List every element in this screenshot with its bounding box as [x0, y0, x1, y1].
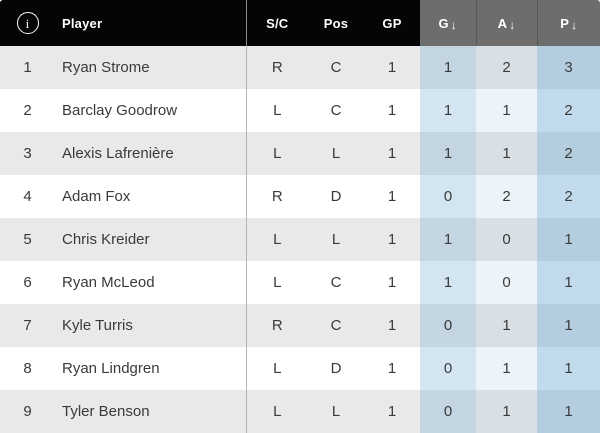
column-header-position[interactable]: Pos: [308, 0, 364, 46]
player-name-cell[interactable]: Kyle Turris: [62, 317, 133, 334]
column-header-points[interactable]: P ↓: [536, 0, 600, 46]
column-header-games-played[interactable]: GP: [364, 0, 420, 46]
assists-cell: 1: [476, 390, 537, 433]
position-cell: D: [330, 188, 342, 205]
points-cell: 1: [537, 218, 600, 261]
points-cell: 1: [537, 390, 600, 433]
column-header-rank: i: [0, 0, 55, 46]
shoots-catches-cell: R: [245, 304, 308, 347]
games-played-cell: 1: [387, 145, 397, 162]
table-row: 5 Chris Kreider L L 1 1 0 1: [0, 218, 600, 261]
goals-cell: 0: [420, 175, 476, 218]
points-cell: 2: [537, 132, 600, 175]
goals-cell: 0: [420, 390, 476, 433]
points-cell: 2: [537, 89, 600, 132]
position-cell: C: [330, 102, 342, 119]
player-name-cell[interactable]: Ryan Lindgren: [62, 360, 160, 377]
rank-cell: 2: [23, 102, 32, 119]
rank-cell: 9: [23, 403, 32, 420]
rank-cell: 6: [23, 274, 32, 291]
points-cell: 1: [537, 304, 600, 347]
player-name-cell[interactable]: Ryan Strome: [62, 59, 150, 76]
rank-cell: 1: [23, 59, 32, 76]
games-played-cell: 1: [387, 59, 397, 76]
points-cell: 2: [537, 175, 600, 218]
table-row: 6 Ryan McLeod L C 1 1 0 1: [0, 261, 600, 304]
games-played-cell: 1: [387, 274, 397, 291]
points-cell: 1: [537, 347, 600, 390]
shoots-catches-cell: R: [245, 46, 308, 89]
player-name-cell[interactable]: Chris Kreider: [62, 231, 150, 248]
shoots-catches-cell: L: [245, 390, 308, 433]
table-row: 1 Ryan Strome R C 1 1 2 3: [0, 46, 600, 89]
goals-cell: 1: [420, 218, 476, 261]
games-played-cell: 1: [387, 403, 397, 420]
header-row: i Player S/C Pos GP G ↓ A ↓ P ↓: [0, 0, 600, 46]
assists-cell: 1: [476, 89, 537, 132]
rank-cell: 5: [23, 231, 32, 248]
goals-cell: 0: [420, 347, 476, 390]
assists-cell: 2: [476, 46, 537, 89]
shoots-catches-cell: L: [245, 261, 308, 304]
rank-cell: 8: [23, 360, 32, 377]
position-cell: L: [331, 145, 341, 162]
points-cell: 3: [537, 46, 600, 89]
shoots-catches-cell: R: [245, 175, 308, 218]
assists-cell: 1: [476, 304, 537, 347]
position-cell: L: [331, 403, 341, 420]
assists-cell: 1: [476, 132, 537, 175]
games-played-cell: 1: [387, 102, 397, 119]
column-header-goals-label: G: [438, 15, 449, 31]
column-header-shoots-catches[interactable]: S/C: [245, 0, 308, 46]
shoots-catches-cell: L: [245, 89, 308, 132]
rank-cell: 3: [23, 145, 32, 162]
position-cell: C: [330, 274, 342, 291]
assists-cell: 0: [476, 218, 537, 261]
player-name-cell[interactable]: Barclay Goodrow: [62, 102, 178, 119]
shoots-catches-cell: L: [245, 218, 308, 261]
rank-cell: 4: [23, 188, 32, 205]
column-header-player[interactable]: Player: [55, 0, 246, 46]
position-cell: D: [330, 360, 342, 377]
assists-cell: 2: [476, 175, 537, 218]
table-row: 2 Barclay Goodrow L C 1 1 1 2: [0, 89, 600, 132]
table-row: 8 Ryan Lindgren L D 1 0 1 1: [0, 347, 600, 390]
assists-cell: 1: [476, 347, 537, 390]
position-cell: C: [330, 317, 342, 334]
sort-descending-icon: ↓: [571, 17, 578, 32]
column-header-assists-label: A: [497, 15, 508, 31]
player-name-cell[interactable]: Alexis Lafrenière: [62, 145, 174, 162]
position-cell: C: [330, 59, 342, 76]
sort-descending-icon: ↓: [509, 17, 516, 32]
assists-cell: 0: [476, 261, 537, 304]
player-name-cell[interactable]: Adam Fox: [62, 188, 131, 205]
points-cell: 1: [537, 261, 600, 304]
column-header-assists[interactable]: A ↓: [475, 0, 537, 46]
goals-cell: 0: [420, 304, 476, 347]
table-row: 4 Adam Fox R D 1 0 2 2: [0, 175, 600, 218]
shoots-catches-cell: L: [245, 132, 308, 175]
table-row: 3 Alexis Lafrenière L L 1 1 1 2: [0, 132, 600, 175]
column-header-goals[interactable]: G ↓: [420, 0, 476, 46]
table-row: 7 Kyle Turris R C 1 0 1 1: [0, 304, 600, 347]
goals-cell: 1: [420, 132, 476, 175]
games-played-cell: 1: [387, 231, 397, 248]
games-played-cell: 1: [387, 188, 397, 205]
games-played-cell: 1: [387, 360, 397, 377]
table-row: 9 Tyler Benson L L 1 0 1 1: [0, 390, 600, 433]
player-name-cell[interactable]: Tyler Benson: [62, 403, 150, 420]
games-played-cell: 1: [387, 317, 397, 334]
rank-cell: 7: [23, 317, 32, 334]
goals-cell: 1: [420, 46, 476, 89]
info-icon[interactable]: i: [16, 12, 39, 34]
player-name-cell[interactable]: Ryan McLeod: [62, 274, 155, 291]
column-header-points-label: P: [560, 15, 570, 31]
goals-cell: 1: [420, 89, 476, 132]
sort-descending-icon: ↓: [450, 17, 457, 32]
position-cell: L: [331, 231, 341, 248]
goals-cell: 1: [420, 261, 476, 304]
shoots-catches-cell: L: [245, 347, 308, 390]
